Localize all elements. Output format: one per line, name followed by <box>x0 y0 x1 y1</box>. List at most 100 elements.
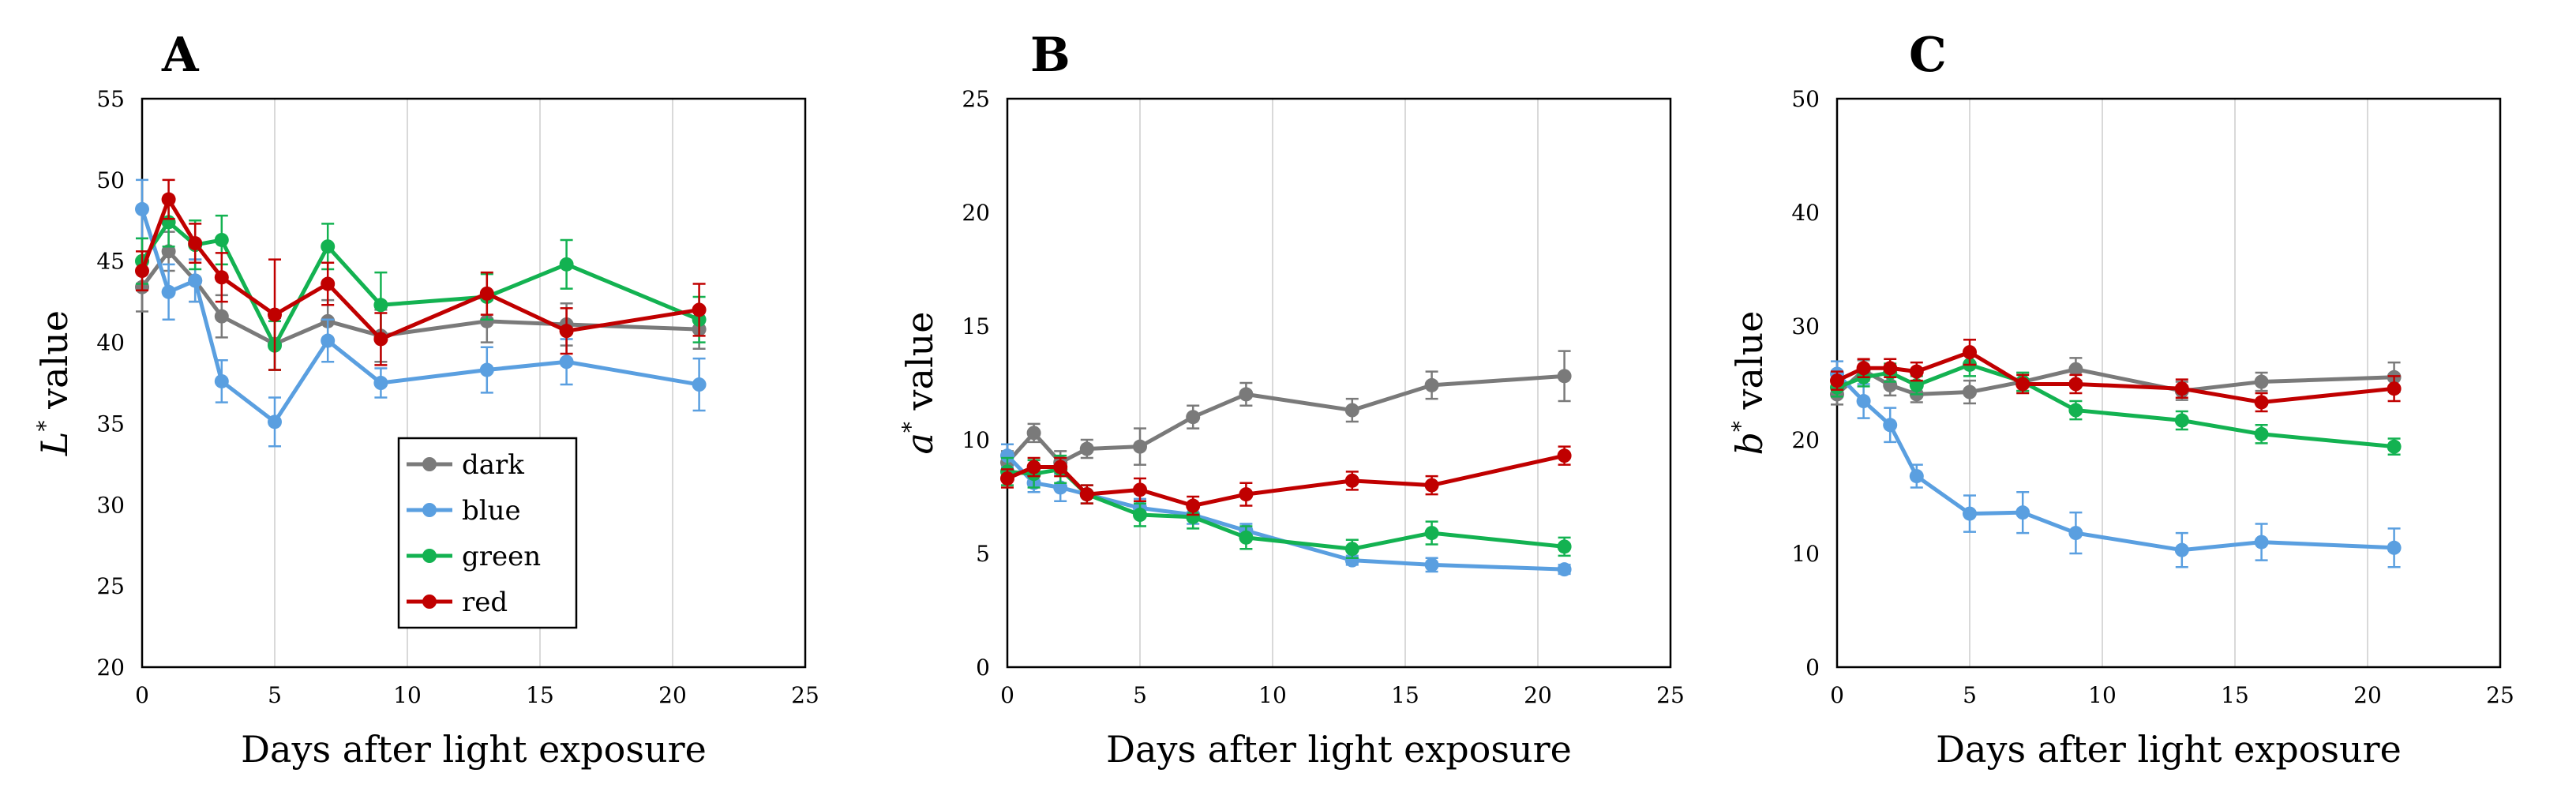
series-line-dark <box>1835 367 2394 396</box>
chart-panel-b: 0 5 10 15 20 25 0 5 10 15 20 25 B Days after light ex… <box>898 28 1685 771</box>
data-point-dark <box>1963 384 1977 400</box>
y-tick-label: 50 <box>1791 86 1820 112</box>
series-blue <box>1000 443 1572 577</box>
data-point-blue <box>268 415 282 430</box>
y-tick-label: 25 <box>96 573 125 599</box>
panel-label: B <box>1030 28 1071 83</box>
y-tick-label: 20 <box>1791 427 1820 453</box>
data-point-green <box>2068 403 2083 418</box>
plot-area <box>1006 97 1672 669</box>
series-line-red <box>1007 453 1565 508</box>
data-point-red <box>1883 361 1898 376</box>
data-point-blue <box>2174 542 2189 557</box>
y-tick-label: 5 <box>976 541 990 567</box>
x-tick-label: 20 <box>1524 682 1552 708</box>
data-point-green <box>1239 530 1254 545</box>
x-tick-label: 20 <box>2353 682 2382 708</box>
data-point-red <box>1856 361 1871 376</box>
panel-label: A <box>161 28 200 83</box>
series-blue <box>135 178 707 448</box>
data-point-green <box>1424 526 1439 541</box>
series-line-green <box>1007 467 1565 551</box>
data-point-blue <box>321 333 336 348</box>
series-red <box>1000 445 1572 516</box>
y-tick-label: 55 <box>96 86 125 112</box>
series-line-red <box>140 197 699 341</box>
y-tick-label: 40 <box>1791 200 1820 226</box>
data-point-green <box>2254 426 2269 441</box>
data-point-green <box>1133 508 1147 523</box>
series-green <box>1000 454 1572 560</box>
data-point-blue <box>1963 506 1977 521</box>
chart-panel-a: 0 5 10 15 20 25 20 25 30 35 40 45 50 55 A Days after li… <box>32 28 819 771</box>
data-point-red <box>1000 471 1014 486</box>
data-point-red <box>1239 487 1254 502</box>
series-line-green <box>140 219 700 348</box>
data-point-red <box>1186 498 1201 513</box>
data-point-blue <box>1557 562 1572 577</box>
x-tick-label: 20 <box>658 682 687 708</box>
data-point-green <box>214 232 229 247</box>
x-tick-label: 15 <box>1391 682 1419 708</box>
data-point-red <box>135 264 149 279</box>
data-point-red <box>2174 381 2189 396</box>
data-point-blue <box>479 362 494 377</box>
data-point-dark <box>1133 439 1147 454</box>
data-point-red <box>1909 364 1924 379</box>
series-line-blue <box>140 208 700 424</box>
x-tick-label: 5 <box>268 682 282 708</box>
data-point-red <box>214 270 229 285</box>
x-tick-label: 25 <box>2486 682 2514 708</box>
y-tick-label: 45 <box>96 249 125 275</box>
x-tick-label: 15 <box>526 682 554 708</box>
series-line-red <box>1835 350 2394 404</box>
data-point-red <box>188 236 203 251</box>
data-point-blue <box>1856 394 1871 409</box>
data-point-blue <box>1000 448 1014 463</box>
series-red <box>1830 339 2402 413</box>
data-point-dark <box>1344 403 1359 418</box>
x-tick-label: 25 <box>791 682 819 708</box>
y-axis-label-superscript: * <box>1727 421 1753 432</box>
plot-area <box>1835 97 2502 669</box>
data-point-blue <box>214 373 229 388</box>
data-point-dark <box>1424 377 1439 392</box>
data-point-blue <box>1909 469 1924 484</box>
y-tick-label: 10 <box>1791 541 1820 567</box>
data-point-blue <box>373 376 388 390</box>
y-tick-label: 25 <box>962 86 990 112</box>
series-line-dark <box>1006 373 1565 465</box>
data-point-red <box>559 324 574 339</box>
data-point-red <box>479 286 494 301</box>
y-tick-label: 20 <box>96 655 125 681</box>
data-point-blue <box>1883 418 1898 433</box>
data-point-blue <box>2015 505 2030 520</box>
data-point-red <box>1344 473 1359 488</box>
data-point-red <box>2387 381 2402 396</box>
data-point-red <box>268 307 282 322</box>
data-point-blue <box>2387 540 2402 555</box>
data-point-green <box>321 239 336 254</box>
y-axis-label-symbol: b <box>1728 432 1771 455</box>
series-line-blue <box>1835 372 2394 553</box>
data-point-red <box>692 302 707 317</box>
data-point-dark <box>1026 426 1041 441</box>
y-tick-label: 30 <box>96 492 125 518</box>
y-axis-label-text: value <box>898 311 941 422</box>
y-tick-label: 0 <box>976 655 990 681</box>
data-point-dark <box>2068 362 2083 377</box>
y-axis-label: b* value <box>1727 310 1771 455</box>
plot-area <box>141 97 807 669</box>
series-line-green <box>1836 362 2394 449</box>
data-point-dark <box>1186 410 1201 425</box>
data-point-red <box>1053 460 1068 475</box>
x-axis-label: Days after light exposure <box>241 728 707 771</box>
series-red <box>135 178 707 371</box>
x-tick-label: 10 <box>1258 682 1287 708</box>
y-axis-label-superscript: * <box>32 421 58 432</box>
y-axis-label-symbol: a <box>898 433 941 454</box>
y-axis-label-symbol: L <box>33 432 76 457</box>
legend: dark blue green red <box>397 437 578 629</box>
data-point-red <box>161 192 176 207</box>
